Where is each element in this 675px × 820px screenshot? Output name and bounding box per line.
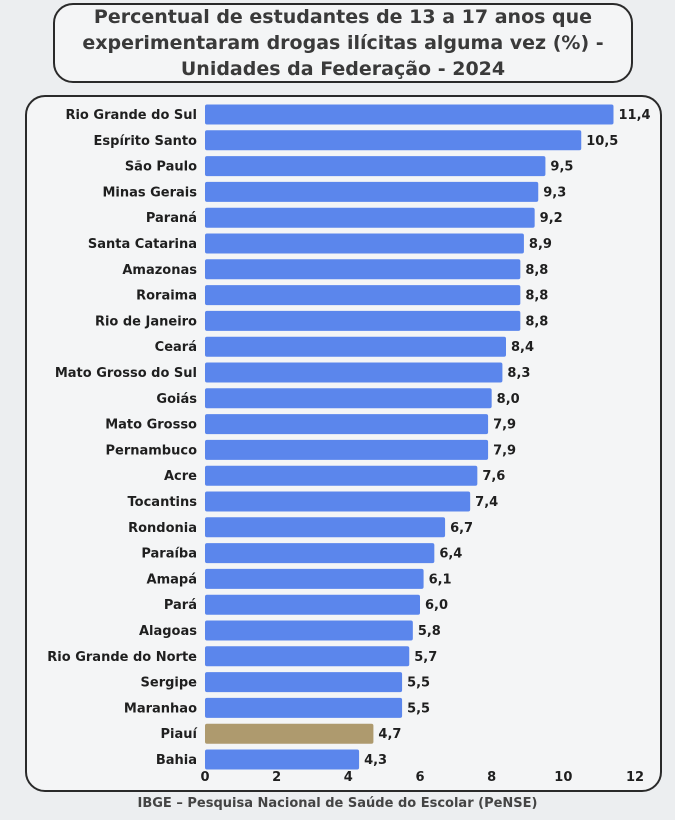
bar	[205, 336, 506, 357]
bar	[205, 233, 524, 254]
category-label: Rio Grande do Norte	[47, 650, 197, 665]
category-label: Roraima	[136, 289, 197, 304]
category-label: Sergipe	[141, 676, 198, 691]
bar	[205, 362, 503, 383]
bar	[205, 620, 413, 641]
value-label: 4,3	[364, 753, 387, 768]
value-label: 8,8	[525, 314, 548, 329]
category-label: Goiás	[156, 392, 197, 407]
x-tick-label: 6	[415, 770, 424, 785]
chart-title-box: Percentual de estudantes de 13 a 17 anos…	[53, 3, 633, 83]
bar	[205, 646, 410, 667]
value-label: 5,7	[414, 650, 437, 665]
x-tick-label: 12	[626, 770, 644, 785]
category-label: Acre	[164, 469, 197, 484]
category-label: Bahia	[156, 753, 197, 768]
value-label: 8,4	[511, 340, 534, 355]
bar	[205, 181, 539, 202]
value-label: 7,6	[482, 469, 505, 484]
value-label: 11,4	[619, 108, 651, 123]
bar	[205, 207, 535, 228]
category-label: Pará	[164, 598, 197, 613]
value-label: 8,3	[507, 366, 530, 381]
bar-chart: Rio Grande do Sul 11,4 Espírito Santo 10,5 S…	[47, 104, 651, 785]
category-label: Rio Grande do Sul	[65, 108, 197, 123]
value-label: 10,5	[586, 134, 618, 149]
value-label: 8,9	[529, 237, 552, 252]
category-label: Amazonas	[122, 263, 197, 278]
category-label: Mato Grosso	[105, 418, 197, 433]
value-label: 7,4	[475, 495, 498, 510]
bar	[205, 156, 546, 177]
value-label: 8,0	[497, 392, 520, 407]
category-label: Pernambuco	[105, 443, 197, 458]
value-label: 9,5	[550, 160, 573, 175]
category-label: Tocantins	[128, 495, 198, 510]
value-label: 5,5	[407, 701, 430, 716]
bar	[205, 749, 360, 770]
x-tick-label: 4	[344, 770, 353, 785]
bar	[205, 465, 478, 486]
value-label: 7,9	[493, 443, 516, 458]
value-label: 9,2	[540, 211, 563, 226]
category-label: São Paulo	[125, 160, 197, 175]
bar	[205, 259, 521, 280]
bar	[205, 130, 582, 151]
bar	[205, 723, 374, 744]
value-label: 5,5	[407, 676, 430, 691]
category-label: Minas Gerais	[102, 185, 197, 200]
bar	[205, 697, 403, 718]
bar	[205, 568, 424, 589]
value-label: 5,8	[418, 624, 441, 639]
x-tick-label: 2	[272, 770, 281, 785]
category-label: Paraíba	[141, 547, 197, 562]
category-label: Ceará	[155, 340, 197, 355]
bar	[205, 672, 403, 693]
value-label: 8,8	[525, 289, 548, 304]
value-label: 4,7	[378, 727, 401, 742]
bar	[205, 104, 614, 125]
category-label: Paraná	[146, 211, 197, 226]
value-label: 6,1	[429, 572, 452, 587]
bar	[205, 439, 489, 460]
x-tick-label: 8	[487, 770, 496, 785]
bar	[205, 310, 521, 331]
value-label: 6,7	[450, 521, 473, 536]
value-label: 7,9	[493, 418, 516, 433]
category-label: Amapá	[147, 572, 197, 587]
bar	[205, 388, 492, 409]
x-tick-label: 0	[200, 770, 209, 785]
value-label: 6,4	[439, 547, 462, 562]
category-label: Rio de Janeiro	[95, 314, 197, 329]
source-note: IBGE – Pesquisa Nacional de Saúde do Esc…	[137, 796, 538, 811]
x-tick-label: 10	[554, 770, 572, 785]
bar	[205, 543, 435, 564]
category-label: Alagoas	[139, 624, 197, 639]
bar	[205, 517, 446, 538]
category-label: Espírito Santo	[94, 134, 198, 149]
bar	[205, 285, 521, 306]
category-label: Maranhao	[124, 701, 197, 716]
category-label: Mato Grosso do Sul	[55, 366, 197, 381]
value-label: 6,0	[425, 598, 448, 613]
bar	[205, 414, 489, 435]
category-label: Piauí	[161, 727, 199, 742]
bar	[205, 491, 471, 512]
bar	[205, 594, 420, 615]
category-label: Santa Catarina	[88, 237, 197, 252]
category-label: Rondonia	[128, 521, 197, 536]
value-label: 8,8	[525, 263, 548, 278]
value-label: 9,3	[543, 185, 566, 200]
chart-title: Percentual de estudantes de 13 a 17 anos…	[82, 6, 604, 80]
